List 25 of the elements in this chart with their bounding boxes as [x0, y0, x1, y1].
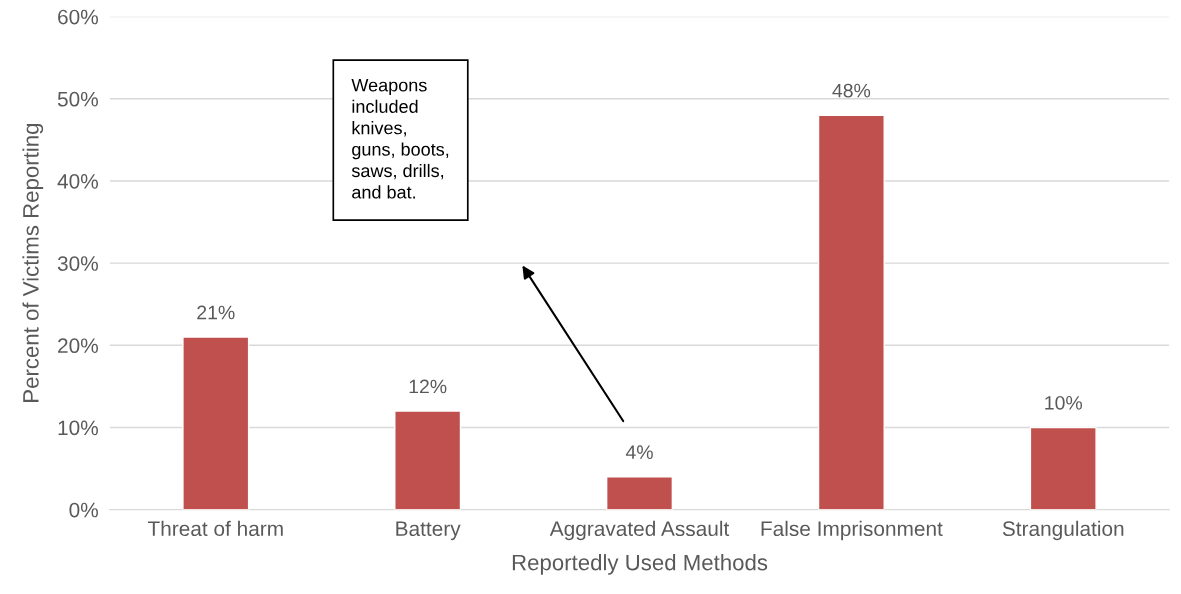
- bar: [1029, 426, 1097, 510]
- y-tick-label: 30%: [57, 256, 98, 271]
- x-axis-title: Reportedly Used Methods: [512, 554, 768, 575]
- bar: [817, 114, 885, 510]
- data-label: 4%: [625, 445, 653, 459]
- y-tick-label: 60%: [58, 9, 98, 25]
- bar: [605, 476, 674, 510]
- y-tick-label: 10%: [58, 420, 98, 436]
- data-label: 12%: [409, 379, 447, 394]
- x-tick-label: Aggravated Assault: [549, 520, 730, 541]
- data-label: 10%: [1045, 395, 1083, 410]
- y-axis-title: Percent of Victims Reporting: [22, 123, 44, 402]
- data-label: 48%: [832, 83, 871, 98]
- x-tick-label: Battery: [396, 521, 461, 541]
- y-tick-label: 0%: [69, 502, 98, 518]
- y-tick-label: 20%: [58, 338, 98, 354]
- y-tick-label: 40%: [57, 173, 98, 189]
- x-tick-label: Threat of harm: [147, 520, 283, 537]
- x-tick-label: Strangulation: [1002, 520, 1124, 541]
- bar: [182, 336, 250, 510]
- y-tick-label: 50%: [57, 91, 98, 107]
- x-tick-label: False Imprisonment: [761, 520, 943, 541]
- data-label: 21%: [197, 305, 235, 320]
- bar: [394, 410, 462, 510]
- annotation: Weapons included knives, guns, boots, saws, drills, and bat.: [351, 78, 449, 199]
